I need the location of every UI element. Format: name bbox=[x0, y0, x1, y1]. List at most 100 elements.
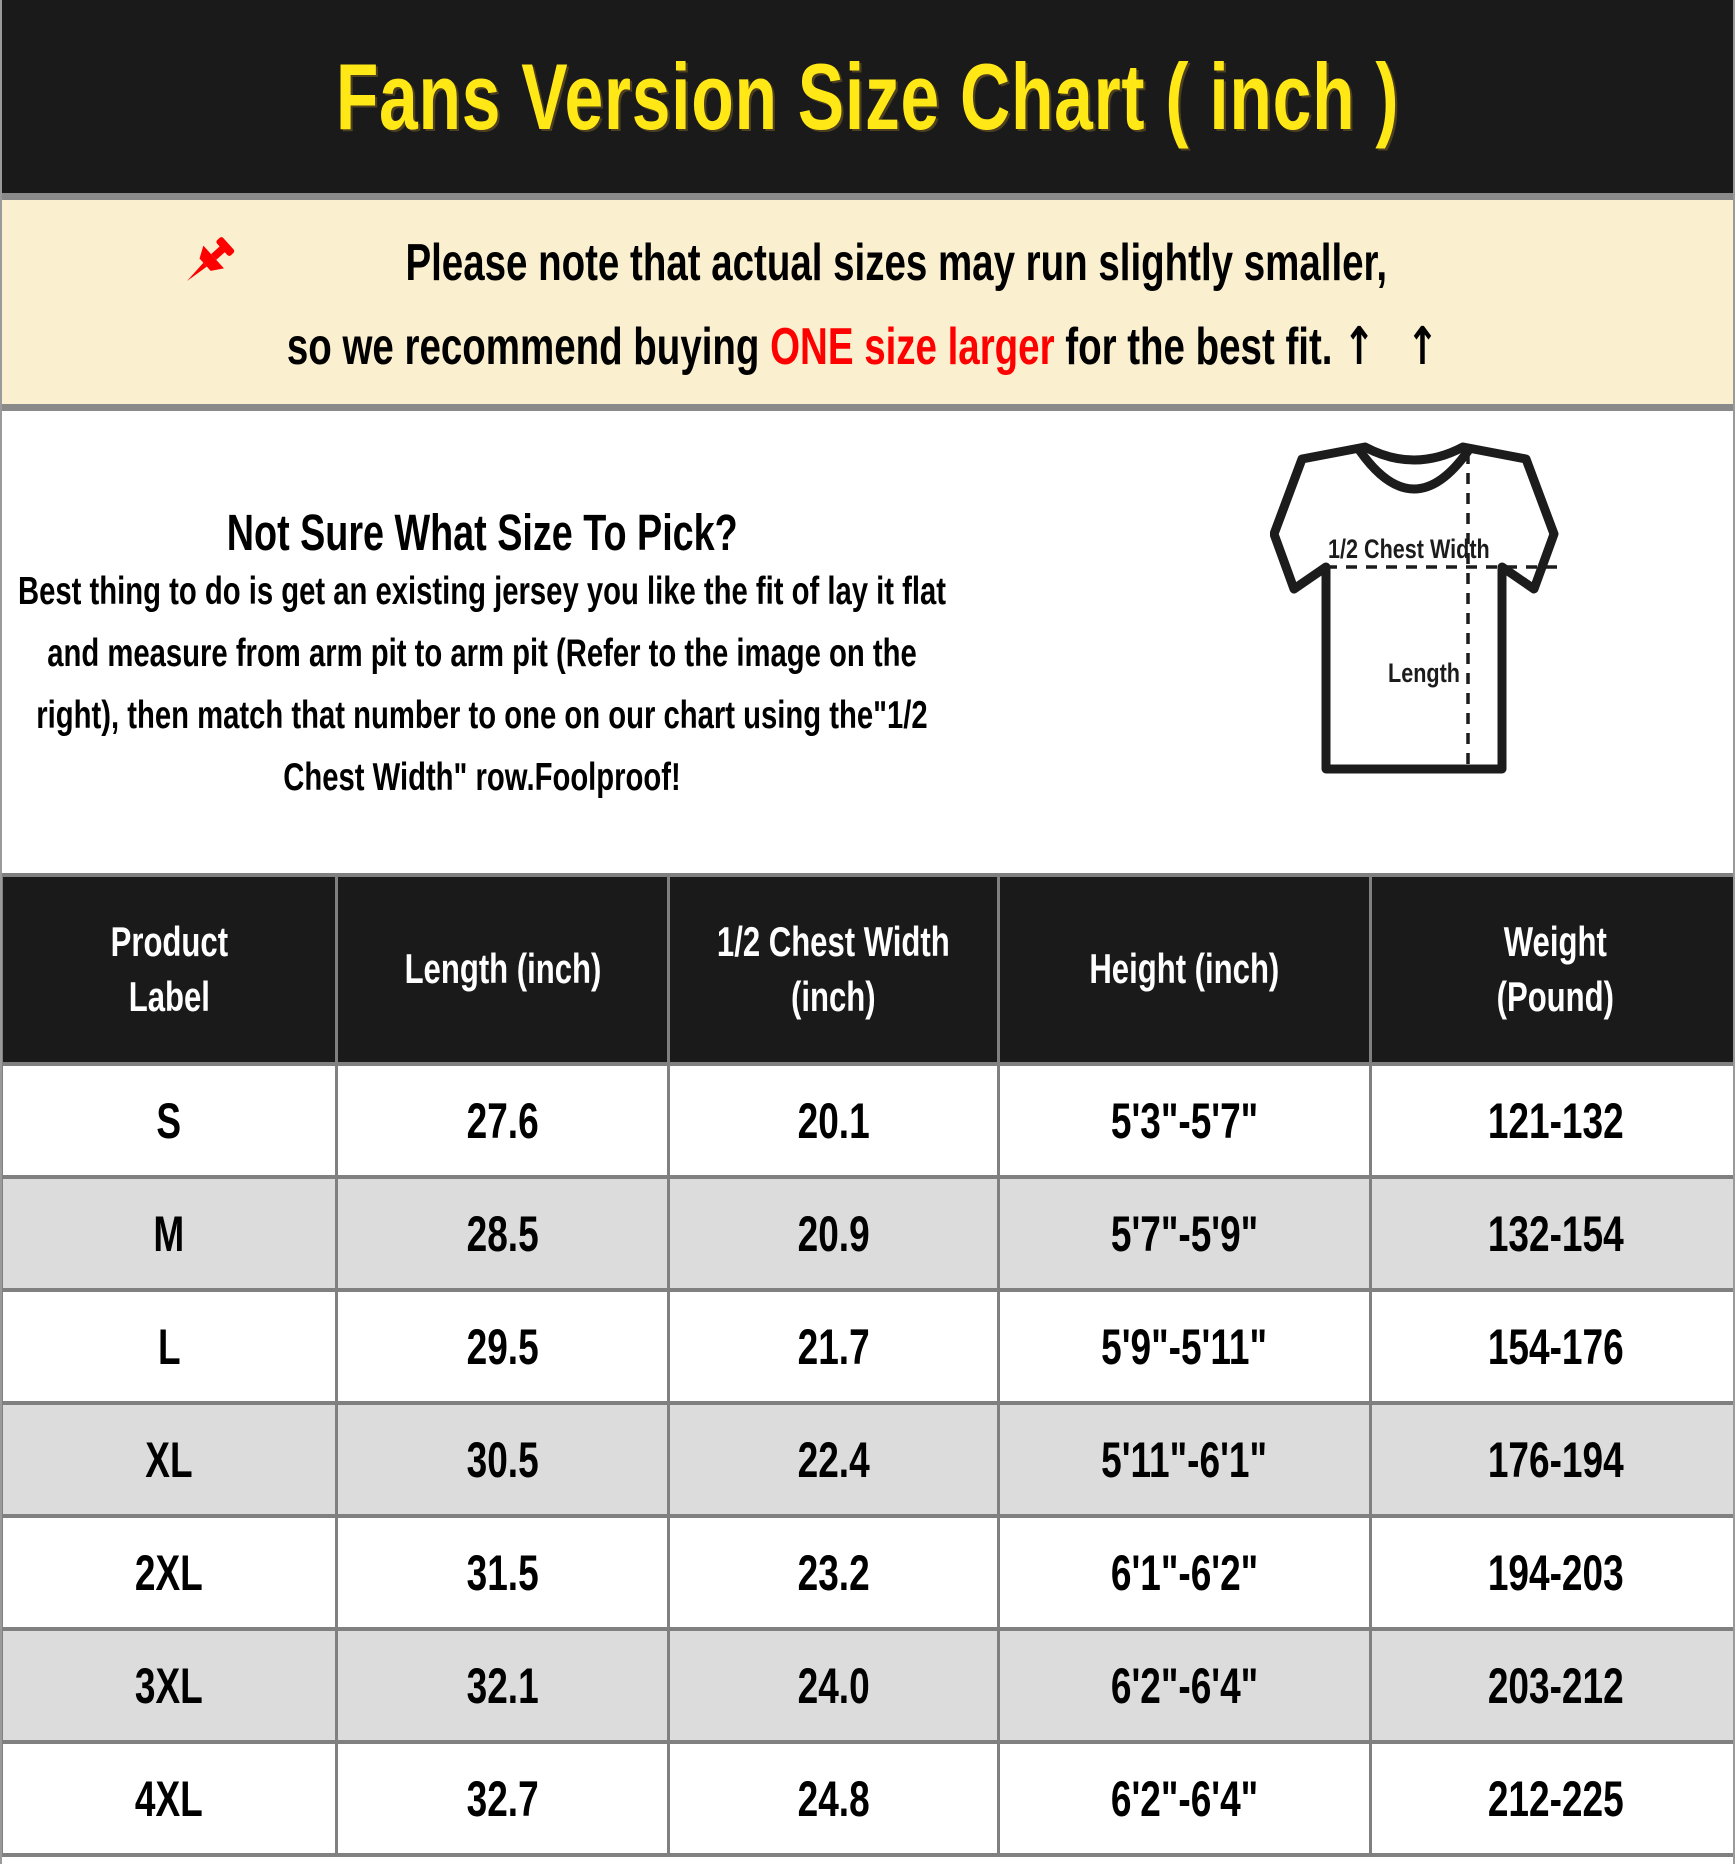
table-cell: 27.6 bbox=[335, 1062, 670, 1179]
col-header-text: 1/2 Chest Width (inch) bbox=[717, 917, 950, 1020]
table-cell: 3XL bbox=[2, 1627, 338, 1744]
table-cell: 121-132 bbox=[1369, 1062, 1733, 1179]
table-cell: 30.5 bbox=[335, 1401, 670, 1518]
title-bar: Fans Version Size Chart ( inch ) bbox=[2, 0, 1733, 193]
cell-text: 29.5 bbox=[466, 1318, 539, 1375]
table-cell: 28.5 bbox=[335, 1175, 670, 1292]
table-cell: 20.9 bbox=[667, 1175, 1000, 1292]
cell-text: 24.0 bbox=[797, 1657, 870, 1714]
cell-text: 5'7"-5'9" bbox=[1110, 1205, 1259, 1262]
table-cell: 5'3"-5'7" bbox=[997, 1062, 1372, 1179]
table-cell: L bbox=[2, 1288, 338, 1405]
notice-banner: Please note that actual sizes may run sl… bbox=[2, 200, 1733, 404]
table-cell: 24.0 bbox=[667, 1627, 1000, 1744]
divider bbox=[2, 193, 1733, 200]
table-cell: 32.1 bbox=[335, 1627, 670, 1744]
cell-text: 32.1 bbox=[466, 1657, 539, 1714]
cell-text: M bbox=[153, 1205, 185, 1262]
table-cell: XL bbox=[2, 1401, 338, 1518]
table-cell: 23.2 bbox=[667, 1514, 1000, 1631]
table-cell: 22.4 bbox=[667, 1401, 1000, 1518]
table-cell: 203-212 bbox=[1369, 1627, 1733, 1744]
table-cell: 21.7 bbox=[667, 1288, 1000, 1405]
col-header-weight: Weight (Pound) bbox=[1369, 873, 1733, 1066]
table-cell: 32.7 bbox=[335, 1740, 670, 1857]
cell-text: L bbox=[157, 1318, 181, 1375]
cell-text: 154-176 bbox=[1487, 1318, 1624, 1375]
cell-text: 5'9"-5'11" bbox=[1101, 1318, 1268, 1375]
notice-line-2: so we recommend buying ONE size larger f… bbox=[83, 321, 1651, 373]
cell-text: 212-225 bbox=[1487, 1770, 1624, 1827]
cell-text: 6'2"-6'4" bbox=[1110, 1657, 1259, 1714]
table-row-m: M 28.5 20.9 5'7"-5'9" 132-154 bbox=[2, 1175, 1733, 1292]
col-header-text: Product Label bbox=[110, 917, 228, 1020]
table-cell: 5'7"-5'9" bbox=[997, 1175, 1372, 1292]
col-header-chest-width: 1/2 Chest Width (inch) bbox=[667, 873, 1000, 1066]
cell-text: 3XL bbox=[135, 1657, 203, 1714]
table-cell: 20.1 bbox=[667, 1062, 1000, 1179]
notice-line-1: Please note that actual sizes may run sl… bbox=[175, 231, 1560, 295]
table-row-l: L 29.5 21.7 5'9"-5'11" 154-176 bbox=[2, 1288, 1733, 1405]
guide-heading: Not Sure What Size To Pick? bbox=[2, 503, 962, 562]
table-cell: 212-225 bbox=[1369, 1740, 1733, 1857]
guide-section: Not Sure What Size To Pick? Best thing t… bbox=[2, 411, 1733, 873]
col-header-text: Length (inch) bbox=[404, 945, 601, 993]
table-cell: S bbox=[2, 1062, 338, 1179]
table-row-3xl: 3XL 32.1 24.0 6'2"-6'4" 203-212 bbox=[2, 1627, 1733, 1744]
cell-text: 176-194 bbox=[1487, 1431, 1624, 1488]
table-cell: 154-176 bbox=[1369, 1288, 1733, 1405]
table-cell: 194-203 bbox=[1369, 1514, 1733, 1631]
cell-text: 194-203 bbox=[1487, 1544, 1624, 1601]
cell-text: 27.6 bbox=[466, 1092, 539, 1149]
table-cell: 176-194 bbox=[1369, 1401, 1733, 1518]
up-arrows: ↑ ↑ bbox=[1343, 317, 1448, 377]
cell-text: 23.2 bbox=[797, 1544, 870, 1601]
cell-text: 4XL bbox=[135, 1770, 203, 1827]
cell-text: 28.5 bbox=[466, 1205, 539, 1262]
cell-text: 31.5 bbox=[466, 1544, 539, 1601]
cell-text: 20.9 bbox=[797, 1205, 870, 1262]
pushpin-icon bbox=[187, 237, 235, 281]
notice-text-1: Please note that actual sizes may run sl… bbox=[405, 234, 1388, 292]
size-highlight: ONE size larger bbox=[770, 318, 1055, 376]
table-cell: 24.8 bbox=[667, 1740, 1000, 1857]
cell-text: 121-132 bbox=[1487, 1092, 1624, 1149]
table-row-2xl: 2XL 31.5 23.2 6'1"-6'2" 194-203 bbox=[2, 1514, 1733, 1631]
cell-text: 6'1"-6'2" bbox=[1110, 1544, 1259, 1601]
page-title: Fans Version Size Chart ( inch ) bbox=[335, 43, 1400, 149]
notice-text-2: so we recommend buying ONE size larger f… bbox=[287, 321, 1447, 373]
cell-text: 5'3"-5'7" bbox=[1110, 1092, 1259, 1149]
cell-text: 6'2"-6'4" bbox=[1110, 1770, 1259, 1827]
table-cell: 31.5 bbox=[335, 1514, 670, 1631]
guide-body-text: Best thing to do is get an existing jers… bbox=[17, 570, 947, 799]
cell-text: XL bbox=[145, 1431, 193, 1488]
tshirt-collar bbox=[1355, 446, 1473, 494]
table-row-xl: XL 30.5 22.4 5'11"-6'1" 176-194 bbox=[2, 1401, 1733, 1518]
cell-text: 30.5 bbox=[466, 1431, 539, 1488]
cell-text: 22.4 bbox=[797, 1431, 870, 1488]
cell-text: 5'11"-6'1" bbox=[1101, 1431, 1268, 1488]
col-header-product-label: Product Label bbox=[2, 873, 338, 1066]
table-cell: 132-154 bbox=[1369, 1175, 1733, 1292]
cell-text: 203-212 bbox=[1487, 1657, 1624, 1714]
cell-text: 24.8 bbox=[797, 1770, 870, 1827]
tshirt-outline bbox=[1270, 442, 1559, 774]
guide-heading-text: Not Sure What Size To Pick? bbox=[226, 504, 738, 561]
tshirt-diagram: 1/2 Chest Width Length bbox=[1270, 442, 1559, 774]
col-header-height: Height (inch) bbox=[997, 873, 1372, 1066]
table-cell: 6'2"-6'4" bbox=[997, 1627, 1372, 1744]
table-row-s: S 27.6 20.1 5'3"-5'7" 121-132 bbox=[2, 1062, 1733, 1179]
divider bbox=[2, 404, 1733, 411]
table-cell: 29.5 bbox=[335, 1288, 670, 1405]
notice-text-2-pre: so we recommend buying bbox=[287, 318, 771, 376]
table-row-4xl: 4XL 32.7 24.8 6'2"-6'4" 212-225 bbox=[2, 1740, 1733, 1857]
cell-text: S bbox=[156, 1092, 182, 1149]
chest-width-label: 1/2 Chest Width bbox=[1328, 535, 1490, 565]
notice-text-2-post: for the best fit. bbox=[1054, 318, 1333, 376]
table-cell: M bbox=[2, 1175, 338, 1292]
table-cell: 6'2"-6'4" bbox=[997, 1740, 1372, 1857]
col-header-text: Weight (Pound) bbox=[1496, 917, 1615, 1020]
table-header-row: Product Label Length (inch) 1/2 Chest Wi… bbox=[2, 873, 1733, 1066]
cell-text: 2XL bbox=[135, 1544, 203, 1601]
table-cell: 2XL bbox=[2, 1514, 338, 1631]
